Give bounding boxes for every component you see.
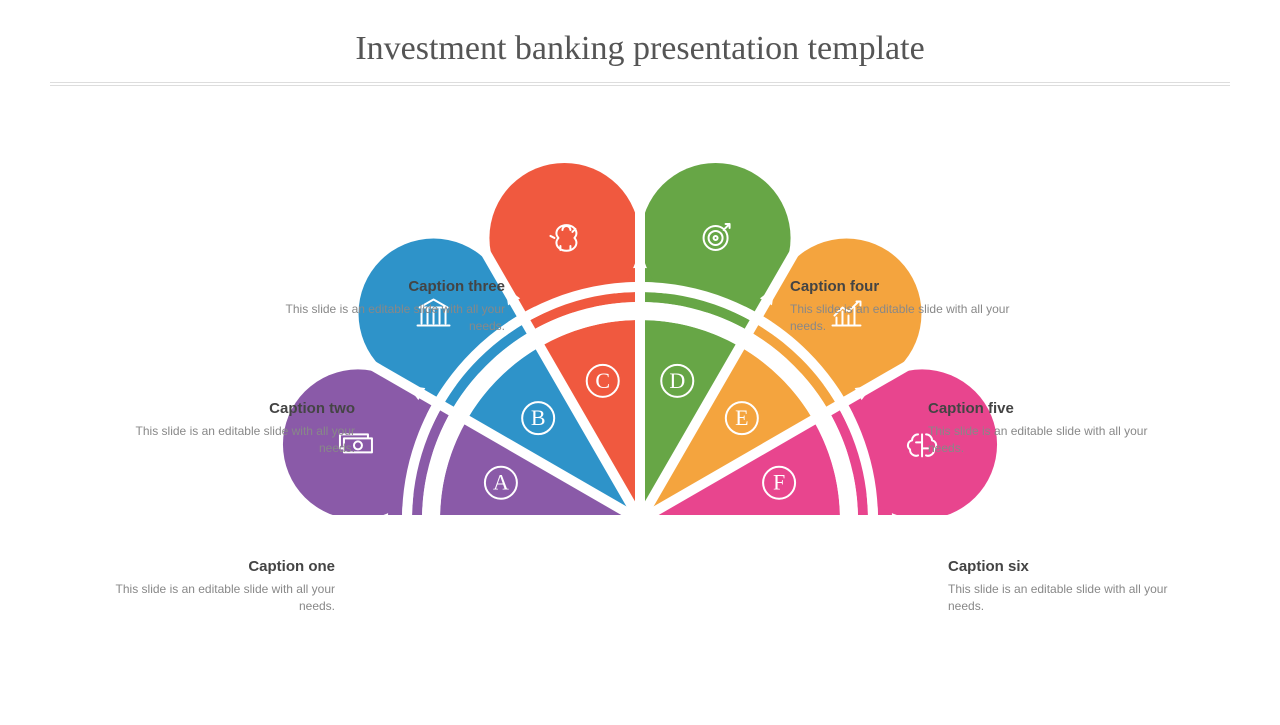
caption-title: Caption five (928, 400, 1158, 417)
caption-desc: This slide is an editable slide with all… (275, 301, 505, 335)
caption-D: Caption four This slide is an editable sl… (790, 278, 1020, 335)
segment-letter: D (669, 368, 685, 393)
segment-letter: F (773, 470, 785, 495)
title-underline (50, 82, 1230, 86)
page-title: Investment banking presentation template (0, 30, 1280, 68)
caption-desc: This slide is an editable slide with all… (928, 423, 1158, 457)
caption-desc: This slide is an editable slide with all… (125, 423, 355, 457)
fan-diagram: A B C D E F Caption one This slide is an edita… (0, 120, 1280, 720)
caption-A: Caption one This slide is an editable sli… (105, 558, 335, 615)
caption-title: Caption two (125, 400, 355, 417)
caption-E: Caption five This slide is an editable sl… (928, 400, 1158, 457)
segment-letter: C (595, 368, 610, 393)
caption-C: Caption three This slide is an editable s… (275, 278, 505, 335)
caption-F: Caption six This slide is an editable sli… (948, 558, 1178, 615)
segment-letter: E (735, 405, 748, 430)
caption-desc: This slide is an editable slide with all… (105, 581, 335, 615)
caption-title: Caption one (105, 558, 335, 575)
segment-letter: A (493, 470, 509, 495)
caption-title: Caption four (790, 278, 1020, 295)
caption-title: Caption three (275, 278, 505, 295)
caption-B: Caption two This slide is an editable sli… (125, 400, 355, 457)
segment-letter: B (531, 405, 546, 430)
caption-title: Caption six (948, 558, 1178, 575)
caption-desc: This slide is an editable slide with all… (948, 581, 1178, 615)
caption-desc: This slide is an editable slide with all… (790, 301, 1020, 335)
